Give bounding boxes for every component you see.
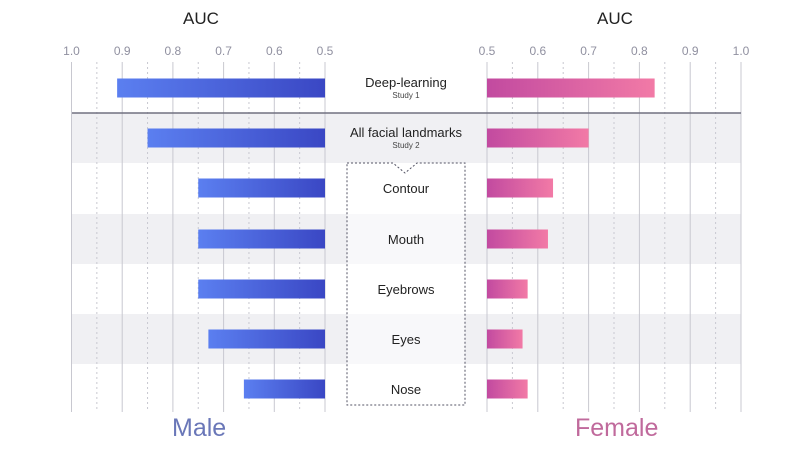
female-bar (487, 379, 528, 399)
female-bar (487, 329, 523, 349)
left-tick-label: 0.7 (215, 44, 232, 58)
category-label: Eyebrows (377, 282, 435, 297)
study-sublabel: Study 1 (392, 91, 420, 100)
male-group-label: Male (172, 414, 227, 442)
feature-group-box (346, 162, 466, 406)
female-bar (487, 178, 554, 198)
male-bar (147, 128, 325, 148)
right-tick-label: 0.6 (529, 44, 546, 58)
male-bar (243, 379, 325, 399)
right-tick-label: 0.9 (682, 44, 699, 58)
left-tick-label: 0.6 (266, 44, 283, 58)
study-sublabel: Study 2 (392, 141, 420, 150)
male-bar (117, 78, 325, 98)
male-bar (198, 178, 325, 198)
left-tick-label: 1.0 (63, 44, 80, 58)
female-group-label: Female (575, 414, 659, 442)
female-bar (487, 229, 548, 249)
left-tick-label: 0.5 (317, 44, 334, 58)
category-label: Deep-learning (365, 75, 447, 90)
left-tick-label: 0.8 (165, 44, 182, 58)
right-tick-label: 1.0 (733, 44, 750, 58)
left-axis-title: AUC (183, 9, 219, 28)
female-bar (487, 128, 589, 148)
right-tick-label: 0.8 (631, 44, 648, 58)
category-label: All facial landmarks (350, 125, 462, 140)
category-label: Mouth (388, 232, 424, 247)
right-tick-label: 0.7 (580, 44, 597, 58)
female-bar (487, 279, 528, 299)
female-bar (487, 78, 655, 98)
male-bar (198, 229, 325, 249)
left-tick-label: 0.9 (114, 44, 131, 58)
category-label: Nose (391, 382, 421, 397)
category-label: Contour (383, 181, 430, 196)
male-bar (198, 279, 325, 299)
category-label: Eyes (392, 332, 421, 347)
right-tick-label: 0.5 (479, 44, 496, 58)
male-bar (208, 329, 325, 349)
right-axis-title: AUC (597, 9, 633, 28)
